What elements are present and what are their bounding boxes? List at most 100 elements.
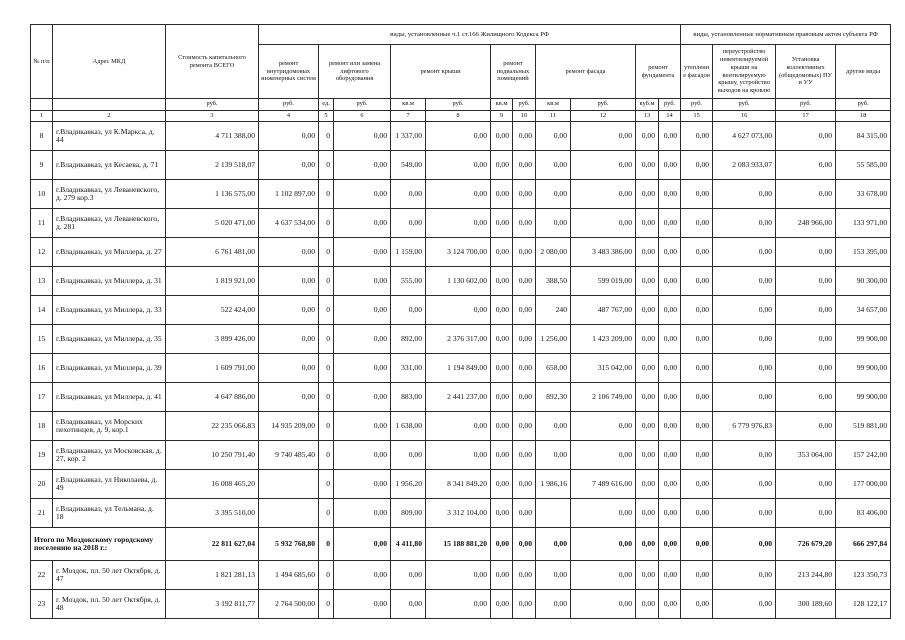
- unit-cell: руб.: [657, 98, 682, 111]
- value-cell: 16 008 465,20: [165, 469, 259, 499]
- value-cell: 0,00: [258, 121, 319, 151]
- value-cell: 1 423 209,00: [570, 324, 636, 354]
- value-cell: 0,00: [712, 560, 777, 590]
- unit-cell: руб.: [570, 98, 636, 111]
- total-value-cell: 0,00: [333, 527, 391, 561]
- col-header-internal-systems: ремонт внутридомовых инженерных систем: [258, 44, 319, 99]
- value-cell: 0,00: [512, 353, 536, 383]
- value-cell: 213 244,80: [775, 560, 837, 590]
- value-cell: 549,00: [390, 150, 426, 180]
- column-number-cell: 8: [425, 110, 491, 122]
- value-cell: 157 242,00: [835, 440, 892, 470]
- value-cell: 0,00: [390, 295, 426, 325]
- value-cell: 0,00: [635, 121, 659, 151]
- value-cell: 3 395 510,00: [165, 498, 259, 528]
- value-cell: 555,00: [390, 266, 426, 296]
- value-cell: 0,00: [490, 469, 513, 499]
- value-cell: 3 124 700,00: [425, 237, 491, 267]
- value-cell: 0,00: [333, 589, 391, 619]
- table-body: 8 г.Владикавказ, ул К.Маркса, д. 44 4 711 …: [30, 121, 892, 619]
- table-row: 10 г.Владикавказ, ул Леваневского, д. 279…: [30, 179, 892, 209]
- value-cell: 0,00: [570, 498, 636, 528]
- col-header-roof: ремонт крыши: [390, 44, 491, 99]
- value-cell: 2 080,00: [535, 237, 571, 267]
- address-cell: г.Владикавказ, ул Миллера, д. 33: [52, 295, 166, 325]
- column-number-cell: 3: [165, 110, 259, 122]
- value-cell: 99 900,00: [835, 324, 892, 354]
- unit-cell: руб.: [712, 98, 777, 111]
- value-cell: 4 711 388,00: [165, 121, 259, 151]
- value-cell: 0,00: [258, 353, 319, 383]
- value-cell: 9 740 485,40: [258, 440, 319, 470]
- value-cell: 0,00: [657, 121, 682, 151]
- total-value-cell: 0,00: [680, 527, 714, 561]
- value-cell: 0,00: [512, 266, 536, 296]
- value-cell: 0,00: [425, 208, 491, 238]
- column-number-cell: 9: [490, 110, 513, 122]
- value-cell: 300 189,60: [775, 589, 837, 619]
- row-number-cell: 11: [30, 208, 53, 238]
- value-cell: 331,00: [390, 353, 426, 383]
- value-cell: 0,00: [490, 440, 513, 470]
- value-cell: 0,00: [258, 237, 319, 267]
- value-cell: 0,00: [535, 589, 571, 619]
- value-cell: 0,00: [333, 150, 391, 180]
- value-cell: 128 122,17: [835, 589, 892, 619]
- value-cell: 0,00: [775, 498, 837, 528]
- value-cell: 0,00: [712, 589, 777, 619]
- value-cell: 0,00: [333, 382, 391, 412]
- value-cell: 0,00: [680, 411, 714, 441]
- column-numbers-row: 1 2 3 4 5 6 7 8 9 10 11 12 13 14 15 16 17 18: [30, 110, 892, 122]
- table-row: 17 г.Владикавказ, ул Миллера, д. 41 4 647 …: [30, 382, 892, 412]
- value-cell: 0,00: [535, 208, 571, 238]
- total-value-cell: 0,00: [712, 527, 777, 561]
- unit-cell: кв.м: [535, 98, 571, 111]
- value-cell: 153 395,00: [835, 237, 892, 267]
- col-header-total-cost: Стоимость капитального ремонта ВСЕГО: [165, 24, 259, 99]
- value-cell: 0,00: [657, 440, 682, 470]
- value-cell: 0,00: [680, 295, 714, 325]
- column-number-cell: 2: [52, 110, 166, 122]
- unit-cell: руб.: [835, 98, 892, 111]
- value-cell: 34 657,00: [835, 295, 892, 325]
- value-cell: 0,00: [333, 121, 391, 151]
- capital-repair-table: № п/п Адрес МКД Стоимость капитального р…: [30, 24, 892, 619]
- value-cell: 3 192 811,77: [165, 589, 259, 619]
- value-cell: 2 441 237,00: [425, 382, 491, 412]
- value-cell: 0: [318, 150, 334, 180]
- value-cell: 0,00: [425, 411, 491, 441]
- value-cell: [535, 498, 571, 528]
- value-cell: 22 235 066,83: [165, 411, 259, 441]
- value-cell: 0,00: [512, 150, 536, 180]
- value-cell: 90 300,00: [835, 266, 892, 296]
- column-number-cell: 18: [835, 110, 892, 122]
- value-cell: 0,00: [635, 469, 659, 499]
- value-cell: 0,00: [570, 150, 636, 180]
- table-row: 16 г.Владикавказ, ул Миллера, д. 39 1 609 …: [30, 353, 892, 383]
- value-cell: 0,00: [425, 440, 491, 470]
- col-header-facade-insulation: утепление фасадов: [680, 44, 714, 99]
- value-cell: 487 767,00: [570, 295, 636, 325]
- value-cell: 0,00: [775, 179, 837, 209]
- table-row: 14 г.Владикавказ, ул Миллера, д. 33 522 42…: [30, 295, 892, 325]
- value-cell: 315 042,00: [570, 353, 636, 383]
- unit-cell: [30, 98, 53, 111]
- value-cell: 0,00: [680, 589, 714, 619]
- value-cell: 0: [318, 208, 334, 238]
- value-cell: 0,00: [490, 324, 513, 354]
- value-cell: 0,00: [775, 324, 837, 354]
- table-row: 19 г.Владикавказ, ул Московская, д. 27, к…: [30, 440, 892, 470]
- value-cell: 0,00: [490, 411, 513, 441]
- value-cell: 1 956,20: [390, 469, 426, 499]
- value-cell: 0,00: [635, 589, 659, 619]
- table-row: 15 г.Владикавказ, ул Миллера, д. 35 3 899 …: [30, 324, 892, 354]
- value-cell: 0,00: [333, 411, 391, 441]
- total-value-cell: 5 932 768,80: [258, 527, 319, 561]
- value-cell: 0: [318, 440, 334, 470]
- table-row: 11 г.Владикавказ, ул Леваневского, д. 281…: [30, 208, 892, 238]
- value-cell: 0,00: [570, 440, 636, 470]
- column-number-cell: 11: [535, 110, 571, 122]
- value-cell: 0,00: [680, 440, 714, 470]
- address-cell: г.Владикавказ, ул Миллера, д. 27: [52, 237, 166, 267]
- value-cell: 0,00: [425, 295, 491, 325]
